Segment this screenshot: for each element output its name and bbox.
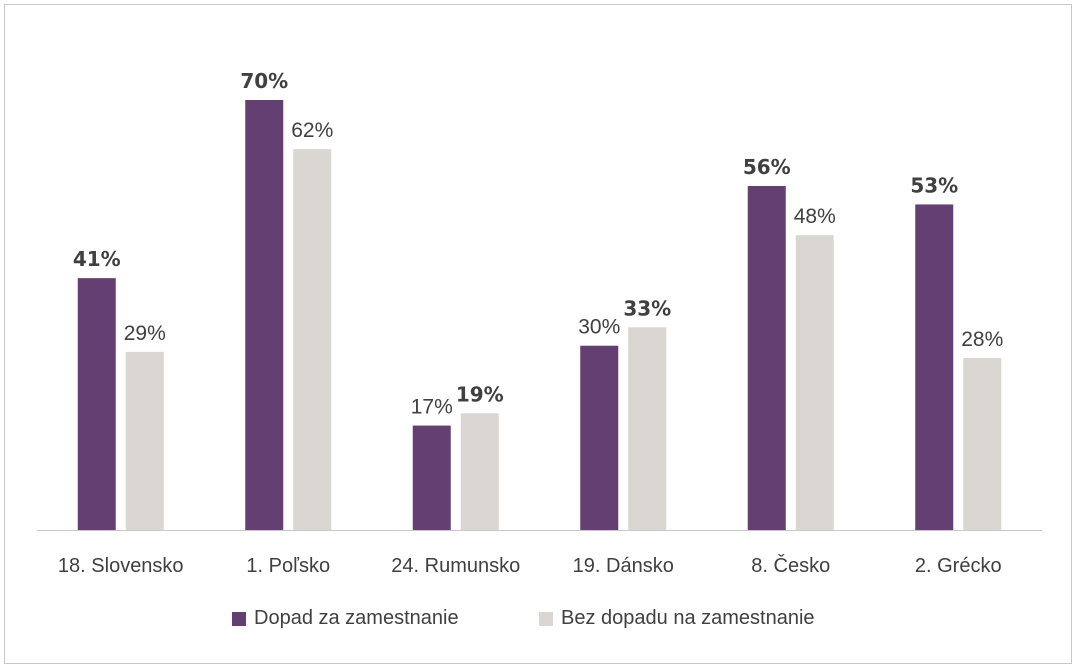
value-label-bez-dopadu-5: 48% — [794, 205, 836, 228]
bar-dopad-4 — [580, 345, 619, 530]
x-tick-labels-group: 18. Slovensko 1. Poľsko 24. Rumunsko 19. Dá… — [58, 554, 1002, 577]
legend-label-2: Bez dopadu na zamestnanie — [561, 607, 815, 629]
value-label-bez-dopadu-3: 19% — [456, 382, 504, 406]
x-tick-label-5: 8. Česko — [751, 554, 830, 577]
legend-swatch-1 — [232, 612, 246, 626]
value-label-bez-dopadu-4: 33% — [623, 296, 671, 320]
bar-dopad-5 — [747, 186, 786, 530]
bar-dopad-6 — [915, 204, 954, 530]
bar-bez-dopadu-1 — [125, 351, 164, 530]
value-label-bez-dopadu-2: 62% — [291, 119, 333, 142]
chart-frame — [4, 4, 1072, 664]
value-label-bez-dopadu-1: 29% — [124, 322, 166, 345]
legend: Dopad za zamestnanie Bez dopadu na zamest… — [232, 607, 815, 629]
bar-dopad-1 — [77, 278, 116, 530]
x-tick-label-4: 19. Dánsko — [573, 555, 674, 577]
x-tick-label-1: 18. Slovensko — [58, 555, 184, 577]
value-label-dopad-3: 17% — [411, 396, 453, 419]
x-tick-label-6: 2. Grécko — [915, 555, 1002, 577]
bar-bez-dopadu-2 — [293, 149, 332, 530]
legend-label-1: Dopad za zamestnanie — [254, 607, 459, 629]
value-label-dopad-6: 53% — [910, 173, 958, 197]
bar-bez-dopadu-6 — [963, 358, 1002, 530]
bar-dopad-2 — [245, 100, 284, 530]
value-label-dopad-1: 41% — [73, 247, 121, 271]
bar-bez-dopadu-3 — [460, 413, 499, 530]
value-labels-group: 41% 29% 70% 62% 17%19% 30%33% 56% 48% 53% 28% — [73, 69, 1003, 419]
legend-swatch-2 — [539, 612, 553, 626]
x-tick-label-3: 24. Rumunsko — [391, 555, 520, 577]
bars-group — [77, 100, 1002, 530]
value-label-dopad-2: 70% — [240, 69, 288, 93]
value-label-dopad-5: 56% — [743, 155, 791, 179]
bar-dopad-3 — [412, 425, 451, 530]
bar-bez-dopadu-5 — [795, 235, 834, 530]
x-tick-label-2: 1. Poľsko — [246, 555, 330, 577]
value-label-bez-dopadu-6: 28% — [961, 328, 1003, 351]
bar-bez-dopadu-4 — [628, 327, 667, 530]
value-label-dopad-4: 30% — [578, 316, 620, 339]
